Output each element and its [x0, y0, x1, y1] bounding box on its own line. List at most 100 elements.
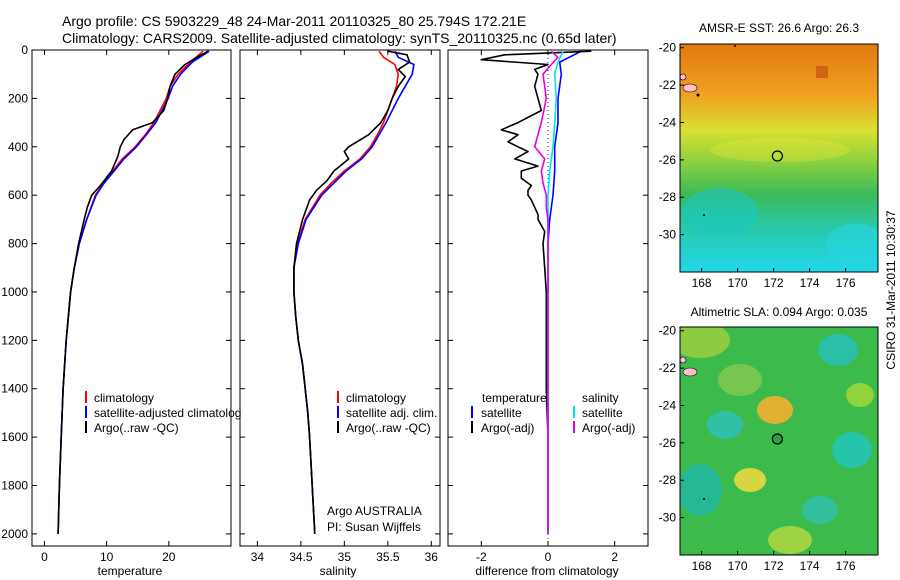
sst-map-title: AMSR-E SST: 26.6 Argo: 26.3: [699, 21, 859, 35]
sst-warm-patch: [816, 66, 828, 78]
difference-xlabel: difference from climatology: [475, 564, 618, 578]
temperature-legend: climatology satellite-adjusted climatolo…: [85, 391, 241, 435]
y-tick-label: 0: [21, 43, 28, 57]
sla-anomaly: [846, 383, 874, 407]
y-tick-label: 600: [8, 188, 28, 202]
series-line: [547, 50, 582, 534]
x-tick-label: 170: [728, 559, 748, 573]
x-tick-label: 0: [545, 550, 552, 564]
legend-label-temp-satellite: satellite: [481, 406, 522, 420]
x-tick-label: 34: [251, 550, 265, 564]
y-tick-label: 200: [8, 91, 28, 105]
timestamp-stamp: CSIRO 31-Mar-2011 10:30:37: [884, 210, 898, 370]
sla-anomaly: [734, 468, 766, 492]
legend-label-sal-argo: Argo(-adj): [582, 421, 635, 435]
y-tick-label: -24: [659, 398, 677, 412]
x-tick-label: 34.5: [289, 550, 313, 564]
legend-label-argo: Argo(..raw -QC): [94, 421, 179, 435]
sst-map: 168 170 172 174 176 -20 -22 -24 -26 -28 -30: [659, 41, 879, 290]
sla-anomaly: [768, 526, 812, 554]
x-tick-label: 176: [836, 276, 856, 290]
y-tick-label: -28: [659, 473, 677, 487]
series-line: [293, 50, 411, 534]
x-tick-label: 176: [836, 559, 856, 573]
temperature-plot: 0 10 2002004006008001000120014001600180020…: [1, 43, 231, 564]
sla-map-title: Altimetric SLA: 0.094 Argo: 0.035: [691, 305, 868, 319]
legend-label-satellite: satellite-adjusted climatolog: [94, 406, 241, 420]
sst-cool-patch: [682, 188, 758, 236]
legend-label-argo: Argo(..raw -QC): [346, 421, 431, 435]
series-line: [547, 50, 564, 534]
sla-anomaly: [680, 327, 730, 358]
legend-label-sal-satellite: satellite: [582, 406, 623, 420]
x-tick-label: 174: [800, 559, 820, 573]
y-tick-label: -28: [659, 190, 677, 204]
x-tick-label: 174: [800, 276, 820, 290]
y-tick-label: 1000: [1, 285, 28, 299]
float-position-marker: [771, 433, 783, 445]
sla-anomaly: [818, 334, 858, 366]
sst-band: [710, 138, 850, 162]
legend-label-temp-argo: Argo(-adj): [481, 421, 534, 435]
y-tick-label: -20: [659, 324, 677, 338]
island-shape: [680, 356, 687, 364]
legend-label-climatology: climatology: [94, 391, 154, 405]
difference-plot: -2 0 2: [448, 49, 648, 564]
x-tick-label: 170: [728, 276, 748, 290]
credit-line2: PI: Susan Wijffels: [327, 520, 421, 534]
y-tick-label: 1200: [1, 333, 28, 347]
y-tick-label: 1800: [1, 479, 28, 493]
y-tick-label: -26: [659, 153, 677, 167]
legend-label-satellite: satellite adj. clim.: [346, 406, 437, 420]
sst-cool-patch: [826, 223, 878, 267]
sla-anomaly: [680, 464, 722, 516]
y-tick-label: 800: [8, 237, 28, 251]
difference-legend: temperature satellite Argo(-adj) salinit…: [471, 391, 635, 435]
credit-line1: Argo AUSTRALIA: [327, 504, 422, 518]
y-tick-label: -30: [659, 511, 677, 525]
series-line: [57, 50, 204, 534]
x-tick-label: 35: [338, 550, 352, 564]
temperature-panel-frame: [31, 49, 232, 547]
x-tick-label: 0: [41, 550, 48, 564]
y-tick-label: -30: [659, 228, 677, 242]
y-tick-label: 400: [8, 140, 28, 154]
sla-map-frame: [679, 326, 879, 556]
figure-title-line2: Climatology: CARS2009. Satellite-adjuste…: [62, 30, 617, 46]
y-tick-label: -26: [659, 436, 677, 450]
legend-header-temperature: temperature: [482, 391, 547, 405]
y-tick-label: 2000: [1, 527, 28, 541]
island-shape: [703, 498, 705, 500]
series-line: [480, 50, 592, 534]
y-tick-label: -20: [659, 41, 677, 55]
float-position-marker: [771, 150, 783, 162]
x-tick-label: -2: [476, 550, 487, 564]
island-shape: [682, 83, 698, 93]
series-line: [293, 50, 415, 534]
salinity-panel-frame: [239, 49, 441, 547]
island-shape: [682, 367, 698, 377]
sla-anomaly: [757, 396, 793, 424]
salinity-xlabel: salinity: [320, 564, 357, 578]
island-shape: [703, 214, 705, 216]
series-line: [57, 50, 209, 534]
x-tick-label: 10: [100, 550, 114, 564]
x-tick-label: 2: [611, 550, 618, 564]
island-shape: [734, 45, 736, 47]
x-tick-label: 36: [425, 550, 439, 564]
x-tick-label: 172: [764, 276, 784, 290]
x-tick-label: 168: [692, 276, 712, 290]
sst-map-axes: 168 170 172 174 176 -20 -22 -24 -26 -28 -30: [659, 41, 856, 290]
sla-anomaly: [707, 411, 743, 439]
x-tick-label: 172: [764, 559, 784, 573]
island-shape: [696, 93, 700, 97]
series-line: [293, 50, 400, 534]
legend-label-climatology: climatology: [346, 391, 406, 405]
sla-anomaly: [718, 364, 762, 396]
sla-anomaly: [802, 496, 838, 524]
y-tick-label: -22: [659, 361, 677, 375]
salinity-legend: climatology satellite adj. clim. Argo(..…: [337, 391, 437, 435]
y-tick-label: 1600: [1, 430, 28, 444]
x-tick-label: 20: [162, 550, 176, 564]
